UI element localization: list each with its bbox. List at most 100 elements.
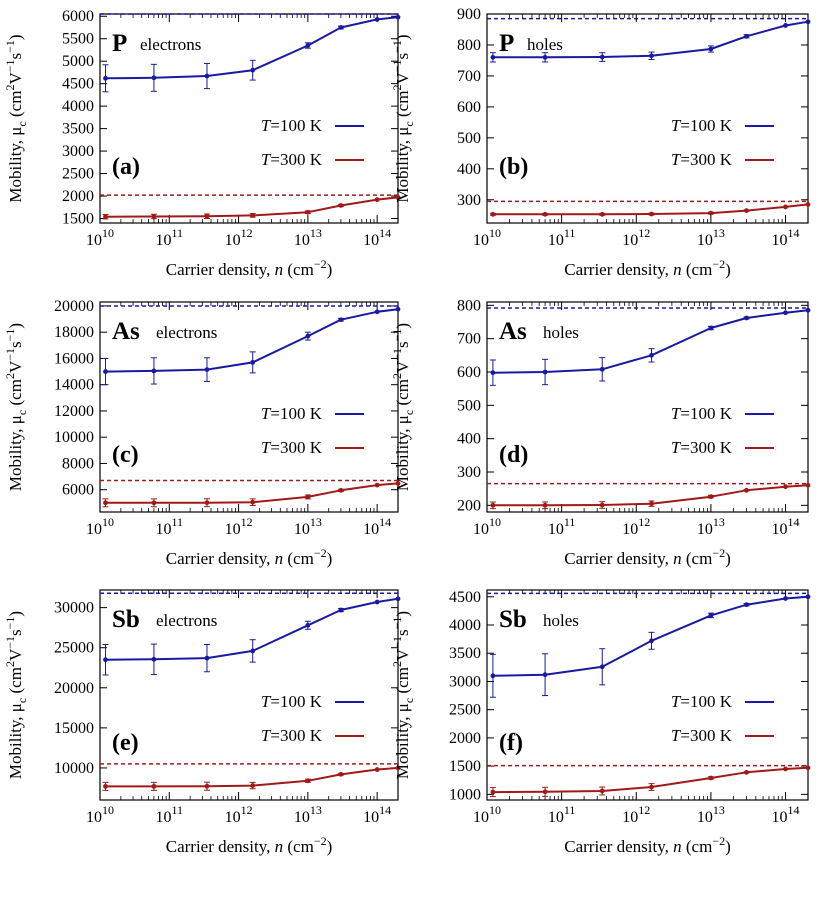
plot-frame: [486, 589, 809, 801]
y-tick-label: 15000: [54, 720, 94, 737]
y-tick-label: 300: [457, 192, 481, 209]
series-300k-point: [204, 500, 210, 506]
y-tick-label: 400: [457, 161, 481, 178]
series-300k-point: [490, 502, 496, 508]
series-300k-point: [783, 766, 788, 772]
series-100k-point: [204, 655, 210, 661]
x-tick-label: 1014: [363, 803, 391, 826]
series-300k-point: [151, 500, 157, 506]
legend-label: T=300 K: [671, 438, 733, 457]
panel-label: (b): [499, 154, 528, 180]
y-tick-label: 700: [457, 68, 481, 85]
plot-frame: [99, 589, 399, 801]
y-tick-label: 10000: [54, 760, 94, 777]
x-tick-label: 1010: [473, 226, 501, 249]
series-300k-curve: [492, 766, 809, 794]
series-300k-point: [338, 771, 344, 777]
element-label: P: [112, 30, 127, 57]
series-300k-point: [649, 501, 654, 507]
panel-label: (f): [499, 730, 523, 756]
series-300k-point: [805, 765, 811, 771]
series-100k-point: [305, 333, 311, 339]
series-300k-point: [542, 789, 548, 795]
series-100k-point: [744, 602, 749, 608]
series-300k-point: [649, 784, 654, 790]
y-axis-label: Mobility, μc (cm2V−1s−1): [3, 323, 29, 491]
y-tick-label: 600: [457, 364, 481, 381]
legend-label: T=300 K: [671, 726, 733, 745]
series-100k-point: [204, 73, 210, 79]
element-label: Sb: [112, 606, 140, 633]
y-tick-label: 10000: [54, 429, 94, 446]
series-300k-point: [204, 783, 210, 789]
series-100k-point: [649, 53, 654, 59]
x-tick-label: 1011: [548, 803, 576, 826]
series-300k-point: [305, 494, 311, 500]
series-100k-point: [542, 369, 548, 375]
x-tick-label: 1013: [697, 515, 725, 538]
series-100k-point: [250, 359, 256, 365]
series-100k-point: [805, 307, 811, 313]
x-axis-label: Carrier density, n (cm−2): [564, 257, 731, 279]
legend-label: T=100 K: [671, 404, 733, 423]
carrier-label: holes: [543, 611, 579, 630]
y-tick-label: 3500: [449, 645, 481, 662]
series-300k-point: [103, 783, 108, 789]
y-tick-label: 3000: [62, 143, 94, 160]
series-100k-point: [490, 54, 496, 60]
series-100k-point: [338, 317, 344, 323]
x-tick-label: 1011: [156, 515, 184, 538]
series-100k-point: [204, 367, 210, 372]
x-tick-label: 1014: [772, 515, 800, 538]
series-100k-point: [395, 596, 401, 602]
chart-panel-d: 200 300 400 500 600 700 800 1010 1011 1012 1013 101…: [390, 297, 811, 568]
x-tick-label: 1013: [294, 803, 322, 826]
series-300k-point: [151, 214, 157, 219]
series-100k-point: [151, 656, 157, 662]
y-tick-label: 30000: [54, 600, 94, 617]
element-label: As: [499, 318, 527, 345]
series-300k-point: [805, 482, 811, 488]
series-100k-point: [395, 14, 401, 20]
y-tick-label: 6000: [62, 482, 94, 499]
series-100k-point: [374, 309, 380, 315]
series-300k-point: [490, 789, 496, 795]
y-tick-label: 2000: [449, 730, 481, 747]
y-tick-label: 400: [457, 431, 481, 448]
y-tick-label: 20000: [54, 298, 94, 315]
y-tick-label: 600: [457, 99, 481, 116]
legend-label: T=300 K: [261, 150, 323, 169]
y-tick-label: 16000: [54, 350, 94, 367]
y-tick-label: 20000: [54, 680, 94, 697]
x-axis-label: Carrier density, n (cm−2): [166, 546, 333, 568]
series-100k-point: [708, 325, 714, 331]
series-100k-curve: [492, 20, 809, 59]
y-tick-label: 2500: [449, 702, 481, 719]
y-tick-label: 4500: [449, 589, 481, 606]
series-300k-point: [708, 494, 714, 500]
series-100k-curve: [492, 595, 809, 677]
carrier-label: holes: [543, 323, 579, 342]
x-tick-label: 1012: [225, 515, 253, 538]
y-tick-label: 8000: [62, 455, 94, 472]
series-300k-point: [542, 211, 548, 217]
x-tick-label: 1013: [697, 226, 725, 249]
y-tick-label: 700: [457, 331, 481, 348]
series-300k-point: [395, 194, 401, 200]
series-300k-point: [338, 203, 344, 208]
series-300k-curve: [105, 766, 399, 788]
series-100k-point: [783, 23, 788, 28]
series-300k-curve: [492, 484, 809, 507]
chart-panel-f: 1000 1500 2000 2500 3000 3500 4000 4500 1010 1011…: [390, 589, 811, 856]
x-tick-label: 1010: [473, 515, 501, 538]
y-axis-label: Mobility, μc (cm2V−1s−1): [390, 34, 416, 202]
x-tick-label: 1013: [697, 803, 725, 826]
series-100k-point: [783, 596, 788, 601]
y-tick-label: 5000: [62, 53, 94, 70]
plot-frame: [99, 301, 399, 513]
y-tick-label: 800: [457, 37, 481, 54]
series-300k-curve: [492, 203, 809, 216]
series-100k-point: [374, 16, 380, 22]
y-axis-label: Mobility, μc (cm2V−1s−1): [390, 611, 416, 779]
